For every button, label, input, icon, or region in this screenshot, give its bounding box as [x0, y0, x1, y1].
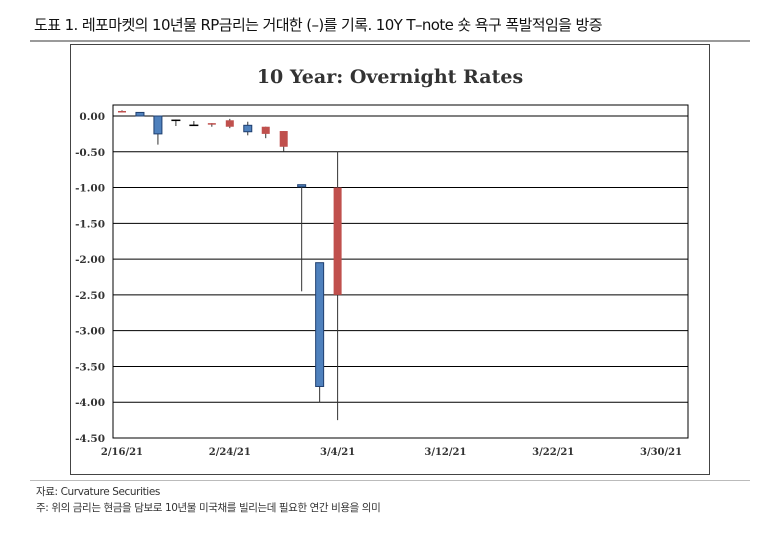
source-note: 자료: Curvature Securities	[36, 486, 160, 498]
chart-title: 10 Year: Overnight Rates	[257, 66, 523, 88]
candle	[243, 121, 253, 136]
candle-body	[117, 110, 126, 113]
chart-frame: 10 Year: Overnight Rates 0.00 -0.50 -1.00 -…	[70, 44, 710, 475]
y-tick-label: -0.50	[75, 147, 105, 159]
y-tick-label: -3.00	[75, 326, 105, 338]
y-tick-label: -3.50	[75, 361, 105, 373]
candle	[171, 119, 181, 127]
candle	[153, 115, 163, 145]
x-tick-label: 3/30/21	[640, 447, 682, 458]
y-tick-label: -2.50	[75, 290, 105, 302]
candle	[207, 123, 216, 127]
footer-divider	[30, 480, 750, 481]
candlestick-chart: 10 Year: Overnight Rates 0.00 -0.50 -1.00 -…	[75, 66, 689, 458]
y-tick-label: -2.00	[75, 254, 105, 266]
candle-body	[171, 119, 181, 122]
candle-body	[279, 131, 288, 147]
candle-body	[297, 184, 307, 188]
figure-caption: 도표 1. 레포마켓의 10년물 RP금리는 거대한 (–)를 기록. 10Y …	[34, 16, 603, 34]
y-tick-label: -4.50	[75, 433, 105, 445]
candle	[117, 110, 126, 113]
candle-body	[225, 120, 234, 127]
candle-body	[135, 111, 145, 117]
candle-body	[207, 123, 216, 125]
candle-body	[333, 187, 342, 295]
footnote: 주: 위의 금리는 현금을 담보로 10년물 미국채를 빌리는데 필요한 연간 …	[36, 502, 381, 514]
candle	[225, 118, 234, 129]
x-tick-label: 3/22/21	[532, 447, 574, 458]
candle	[189, 121, 199, 127]
candle	[279, 131, 288, 152]
plot-area	[112, 104, 689, 439]
candle-body	[315, 262, 325, 387]
y-tick-label: -4.00	[75, 397, 105, 409]
candle	[135, 111, 145, 117]
candle-body	[261, 126, 270, 134]
candle-body	[189, 124, 199, 127]
y-tick-label: -1.00	[75, 183, 105, 195]
x-tick-label: 3/12/21	[424, 447, 466, 458]
x-tick-label: 2/16/21	[101, 447, 143, 458]
candle-body	[153, 115, 163, 135]
candle	[297, 184, 307, 292]
x-tick-label: 2/24/21	[209, 447, 251, 458]
candle	[315, 262, 325, 403]
candle-body	[243, 124, 253, 133]
candle	[261, 126, 270, 139]
y-tick-label: 0.00	[79, 111, 105, 123]
candle	[333, 151, 342, 421]
y-tick-label: -1.50	[75, 218, 105, 230]
header-divider	[30, 40, 750, 42]
x-tick-label: 3/4/21	[320, 447, 355, 458]
